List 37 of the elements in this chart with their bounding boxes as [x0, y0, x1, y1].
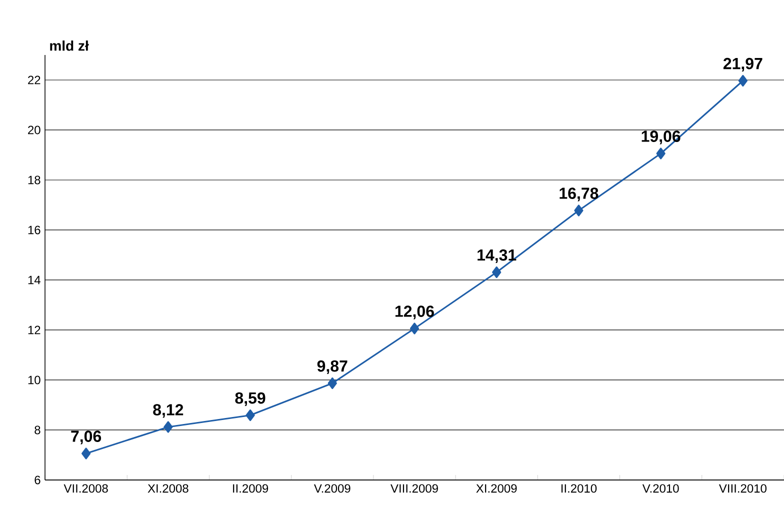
x-tick-label: V.2009	[314, 484, 350, 493]
point	[656, 148, 666, 160]
x-tick-label: XI.2008	[148, 484, 188, 493]
data-label: 9,87	[317, 360, 348, 374]
data-label: 14,31	[478, 249, 516, 264]
point	[492, 266, 502, 278]
data-label: 16,78	[560, 188, 598, 202]
point	[738, 74, 748, 87]
point	[410, 322, 420, 334]
x-tick-label: XI.2009	[476, 484, 517, 493]
data-label: 8,12	[153, 404, 184, 418]
y-tick-label: 18	[28, 176, 40, 184]
x-tick-label: VIII.2010	[718, 484, 766, 493]
y-tick-label: 22	[28, 76, 40, 84]
x-tick-label: VIII.2009	[390, 484, 438, 493]
data-label: 21,97	[723, 58, 762, 72]
y-tick-label: 12	[28, 326, 40, 334]
y-axis-title: mld zł	[50, 40, 89, 51]
data-label: 8,59	[235, 392, 266, 406]
data-label: 19,06	[642, 130, 680, 144]
point	[328, 377, 337, 390]
data-label: 12,06	[395, 306, 434, 320]
data-label: 7,06	[71, 430, 102, 444]
y-tick-label: 14	[28, 276, 40, 284]
y-tick-label: 6	[34, 476, 40, 484]
x-tick-label: VII.2008	[64, 484, 108, 493]
y-tick-label: 20	[28, 126, 40, 134]
point	[574, 204, 584, 216]
point	[82, 448, 91, 460]
point	[164, 421, 173, 433]
x-tick-label: II.2009	[233, 484, 268, 493]
x-tick-label: II.2010	[561, 484, 597, 493]
y-tick-label: 10	[28, 376, 40, 384]
y-tick-label: 16	[28, 226, 40, 234]
x-tick-label: V.2010	[642, 484, 679, 493]
y-tick-label: 8	[34, 426, 40, 434]
point	[246, 409, 255, 422]
